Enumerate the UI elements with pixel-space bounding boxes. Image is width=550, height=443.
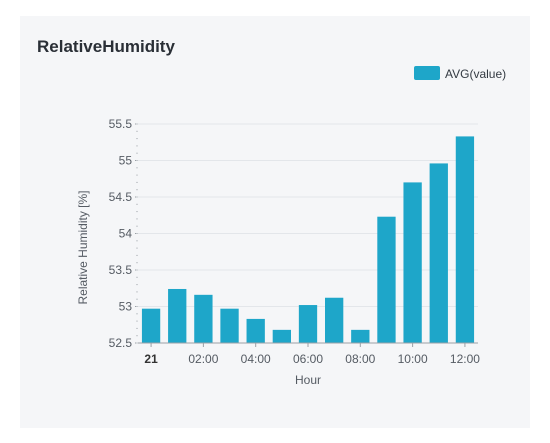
y-axis-title: Relative Humidity [%] — [76, 190, 90, 304]
bar[interactable] — [455, 136, 475, 343]
x-tick-label: 21 — [144, 352, 158, 366]
bar[interactable] — [377, 216, 396, 343]
bar[interactable] — [403, 182, 422, 343]
x-axis-title: Hour — [295, 373, 321, 387]
bar[interactable] — [246, 318, 265, 343]
bar[interactable] — [220, 308, 239, 343]
bars — [141, 136, 475, 343]
bar[interactable] — [168, 288, 187, 343]
y-tick-label: 54.5 — [109, 190, 133, 204]
x-axis-ticks: 21 02:00 04:00 06:00 08:00 10:00 12:00 — [144, 343, 480, 366]
bar[interactable] — [429, 163, 448, 343]
bar[interactable] — [351, 329, 370, 343]
legend[interactable]: AVG(value) — [414, 66, 506, 81]
y-axis-ticks: 52.5 53 53.5 54 54.5 55 55.5 — [109, 117, 138, 350]
y-tick-label: 54 — [119, 227, 133, 241]
x-tick-label: 08:00 — [345, 352, 375, 366]
legend-swatch — [414, 66, 440, 80]
y-tick-label: 52.5 — [109, 336, 133, 350]
panel-title: RelativeHumidity — [37, 37, 175, 56]
legend-label: AVG(value) — [445, 67, 506, 81]
x-tick-label: 06:00 — [293, 352, 323, 366]
bar[interactable] — [141, 308, 161, 343]
y-tick-label: 53.5 — [109, 263, 133, 277]
bar[interactable] — [272, 329, 291, 343]
x-tick-label: 04:00 — [241, 352, 271, 366]
y-tick-label: 55 — [119, 154, 133, 168]
bar[interactable] — [325, 297, 344, 343]
x-tick-label: 12:00 — [450, 352, 480, 366]
x-tick-label: 02:00 — [188, 352, 218, 366]
x-tick-label: 10:00 — [398, 352, 428, 366]
y-tick-label: 53 — [119, 300, 133, 314]
bar[interactable] — [298, 305, 318, 343]
y-tick-label: 55.5 — [109, 117, 133, 131]
bar[interactable] — [194, 294, 213, 343]
